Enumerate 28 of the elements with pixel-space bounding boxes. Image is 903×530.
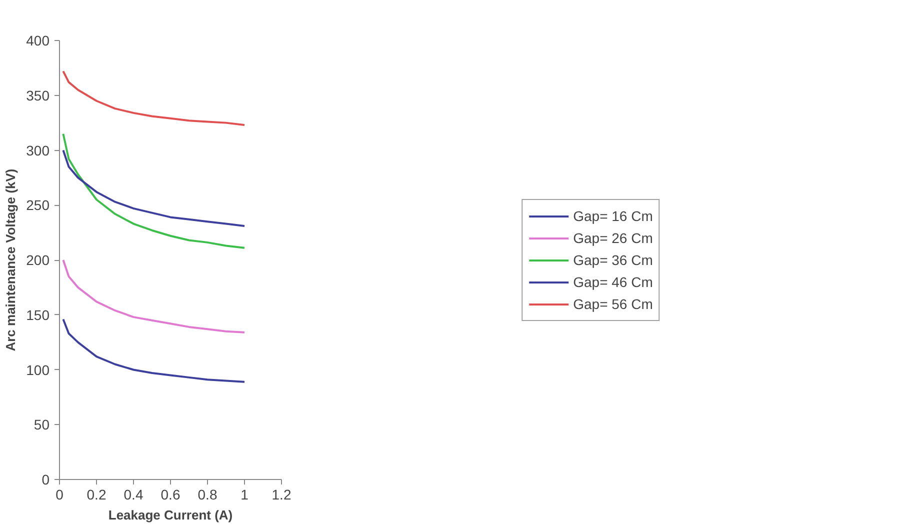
y-tick-label: 400 (26, 32, 50, 48)
x-tick-label: 0.8 (198, 486, 218, 502)
legend-label: Gap= 56 Cm (573, 296, 653, 312)
x-tick-label: 1 (240, 486, 249, 502)
y-tick-label: 350 (26, 87, 50, 104)
line-series (62, 70, 246, 126)
x-tick-label: 0 (56, 486, 64, 502)
x-tick-label: 0.4 (124, 486, 144, 502)
y-tick-label: 50 (34, 416, 50, 433)
x-tick-label: 1.2 (272, 486, 292, 502)
line-series (62, 318, 246, 383)
y-tick-label: 300 (26, 142, 50, 158)
y-tick-label: 200 (26, 252, 50, 268)
line-series (62, 132, 246, 249)
x-tick-label: 0.6 (160, 486, 180, 502)
y-tick-label: 0 (42, 472, 50, 488)
line-series (62, 149, 246, 227)
legend-label: Gap= 36 Cm (573, 252, 653, 268)
line-series (62, 259, 246, 334)
y-axis-title: Arc maintenance Voltage (kV) (3, 168, 18, 352)
y-tick-label: 250 (26, 197, 50, 214)
x-axis-title: Leakage Current (A) (108, 508, 233, 522)
legend-label: Gap= 26 Cm (573, 230, 653, 246)
legend-label: Gap= 16 Cm (573, 208, 653, 224)
legend-label: Gap= 46 Cm (573, 274, 653, 290)
y-tick-label: 100 (26, 362, 50, 378)
x-tick-label: 0.2 (86, 486, 106, 502)
y-tick-label: 150 (26, 306, 50, 323)
